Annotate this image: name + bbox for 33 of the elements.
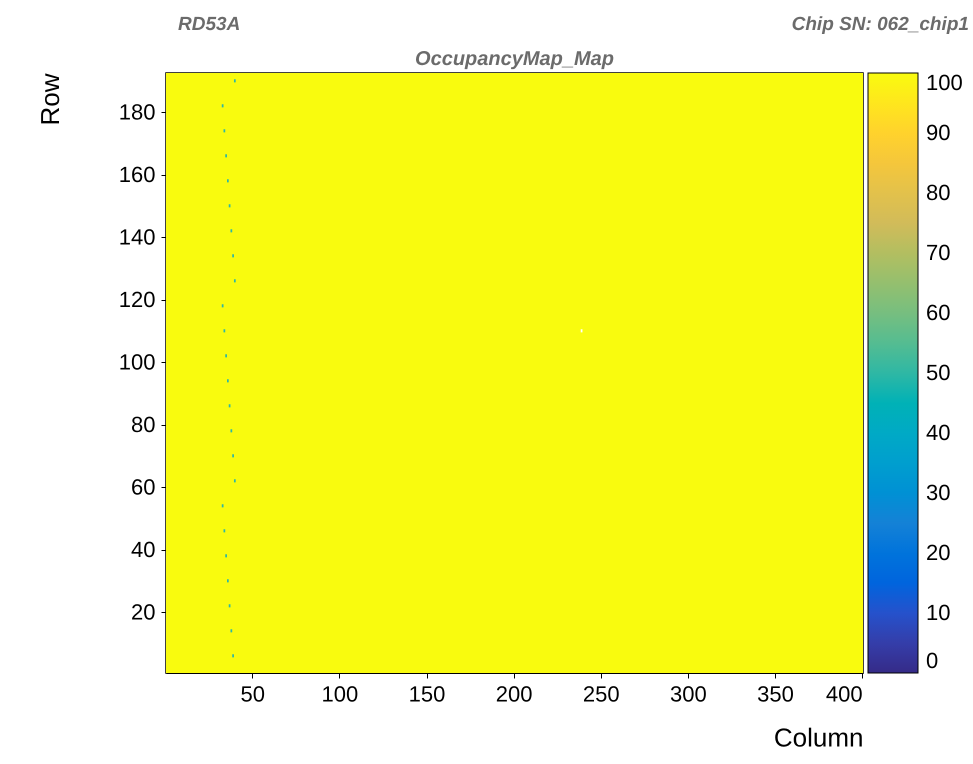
x-tick-label: 300: [670, 682, 707, 706]
color-bar-label: 80: [926, 180, 950, 205]
y-tick-label: 100: [118, 350, 156, 375]
color-bar-label: 60: [926, 300, 950, 325]
color-bar-label: 0: [926, 648, 938, 673]
x-tick-label: 100: [322, 682, 358, 706]
y-tick-label: 180: [118, 100, 156, 125]
chart-title: OccupancyMap_Map: [415, 48, 614, 70]
x-tick-label: 150: [408, 682, 446, 706]
color-bar-label: 100: [926, 70, 963, 95]
y-tick-label: 120: [118, 287, 156, 312]
y-tick-label: 140: [118, 224, 156, 250]
y-tick-label: 160: [118, 162, 156, 188]
y-tick-label: 20: [131, 600, 156, 625]
color-bar-label: 50: [926, 360, 950, 385]
text: Chip SN: 062_chip1: [792, 14, 969, 36]
x-tick-label: 50: [240, 682, 265, 706]
color-bar-label: 90: [926, 120, 950, 145]
color-bar-label: 30: [926, 480, 950, 505]
y-axis-title: Row: [34, 73, 65, 126]
y-tick-label: 40: [131, 537, 156, 562]
color-bar-label: 40: [926, 420, 950, 445]
x-tick-label: 400: [826, 682, 863, 706]
y-tick-label: 80: [131, 412, 156, 438]
x-tick-label: 350: [757, 682, 794, 706]
x-axis-title: Column: [774, 722, 864, 752]
text: RD53A: [178, 14, 240, 36]
x-tick-label: 250: [582, 682, 620, 706]
color-bar-label: 10: [926, 600, 950, 625]
x-tick-label: 200: [496, 682, 532, 706]
y-tick-label: 60: [131, 474, 156, 500]
color-bar-label: 20: [926, 540, 950, 565]
color-bar-label: 70: [926, 240, 950, 265]
